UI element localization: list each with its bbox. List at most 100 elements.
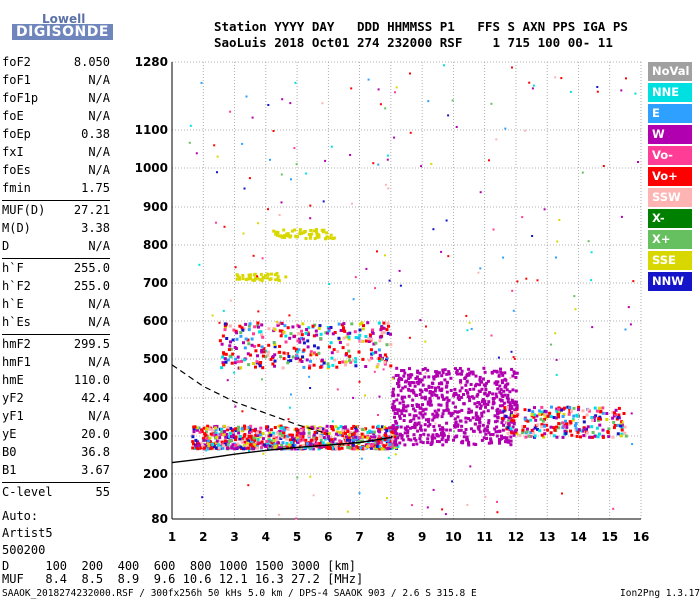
echo-point: [327, 365, 331, 368]
echo-point: [480, 411, 484, 415]
echo-point: [265, 439, 269, 443]
echo-point: [427, 420, 430, 424]
echo-point: [534, 418, 538, 422]
echo-point: [220, 428, 224, 431]
echo-point: [527, 434, 531, 438]
echo-point: [310, 232, 314, 236]
echo-point: [270, 441, 274, 444]
echo-point: [315, 353, 319, 357]
echo-point: [564, 419, 567, 423]
echo-point: [389, 343, 393, 346]
param-label: hmF2: [2, 337, 31, 351]
echo-point: [262, 350, 266, 354]
echo-point: [406, 431, 410, 435]
echo-point: [278, 214, 281, 216]
echo-point: [398, 377, 401, 381]
echo-point: [389, 332, 392, 336]
echo-point: [261, 354, 265, 358]
echo-point: [591, 326, 594, 329]
echo-point: [378, 335, 382, 339]
echo-point: [253, 429, 257, 433]
echo-point: [536, 423, 540, 427]
echo-point: [266, 443, 270, 447]
echo-point: [241, 437, 245, 440]
echo-point: [569, 90, 572, 93]
echo-point: [247, 484, 250, 487]
echo-point: [331, 332, 335, 336]
echo-point: [437, 396, 440, 400]
echo-point: [284, 275, 288, 279]
echo-point: [543, 424, 547, 428]
echo-point: [327, 329, 331, 333]
echo-point: [373, 437, 377, 441]
echo-point: [454, 405, 457, 409]
echo-point: [548, 411, 552, 415]
echo-point: [509, 435, 513, 439]
echo-point: [315, 430, 319, 434]
echo-point: [614, 413, 617, 416]
echo-point: [377, 348, 381, 352]
echo-point: [347, 335, 351, 339]
echo-point: [278, 430, 282, 433]
echo-point: [452, 438, 455, 442]
echo-point: [439, 403, 443, 407]
echo-point: [543, 429, 546, 432]
echo-point: [415, 442, 419, 446]
echo-point: [191, 435, 195, 439]
echo-point: [234, 435, 238, 439]
echo-point: [249, 424, 253, 428]
echo-point: [330, 427, 334, 430]
echo-point: [430, 437, 434, 441]
echo-point: [506, 431, 510, 435]
echo-point: [278, 329, 282, 333]
echo-point: [338, 341, 342, 344]
echo-point: [568, 406, 572, 410]
echo-point: [364, 339, 368, 343]
echo-point: [348, 433, 351, 437]
echo-point: [468, 399, 472, 403]
echo-point: [357, 336, 361, 340]
echo-point: [557, 407, 561, 411]
echo-point: [354, 433, 358, 437]
echo-point: [627, 306, 630, 309]
echo-point: [445, 380, 449, 384]
echo-point: [617, 413, 621, 417]
echo-point: [336, 433, 340, 437]
echo-point: [475, 405, 479, 409]
echo-point: [203, 443, 207, 447]
echo-point: [322, 361, 326, 365]
echo-point: [441, 443, 445, 447]
echo-point: [329, 233, 333, 237]
echo-point: [279, 437, 283, 440]
echo-point: [418, 388, 422, 392]
echo-point: [588, 435, 592, 439]
echo-point: [276, 278, 280, 282]
echo-point: [465, 379, 469, 383]
x-tick-label: 7: [355, 530, 363, 544]
echo-point: [392, 427, 396, 431]
echo-point: [328, 345, 331, 349]
echo-point: [416, 429, 420, 433]
param-row: foF2 8.050: [2, 55, 110, 73]
echo-point: [309, 442, 313, 446]
echo-point: [317, 235, 321, 239]
echo-point: [481, 423, 485, 427]
echo-point: [431, 433, 435, 437]
echo-point: [427, 100, 430, 103]
echo-point: [458, 372, 462, 376]
echo-point: [498, 404, 502, 408]
echo-point: [611, 435, 615, 439]
echo-point: [228, 344, 232, 348]
echo-point: [354, 357, 358, 361]
echo-point: [205, 427, 209, 431]
echo-point: [497, 374, 501, 378]
echo-point: [399, 409, 402, 413]
x-tick-label: 3: [230, 530, 238, 544]
echo-point: [449, 389, 453, 392]
echo-point: [244, 322, 248, 326]
echo-point: [239, 334, 243, 338]
echo-point: [445, 428, 449, 432]
echo-point: [229, 299, 232, 302]
echo-point: [300, 360, 304, 363]
echo-point: [195, 426, 199, 430]
